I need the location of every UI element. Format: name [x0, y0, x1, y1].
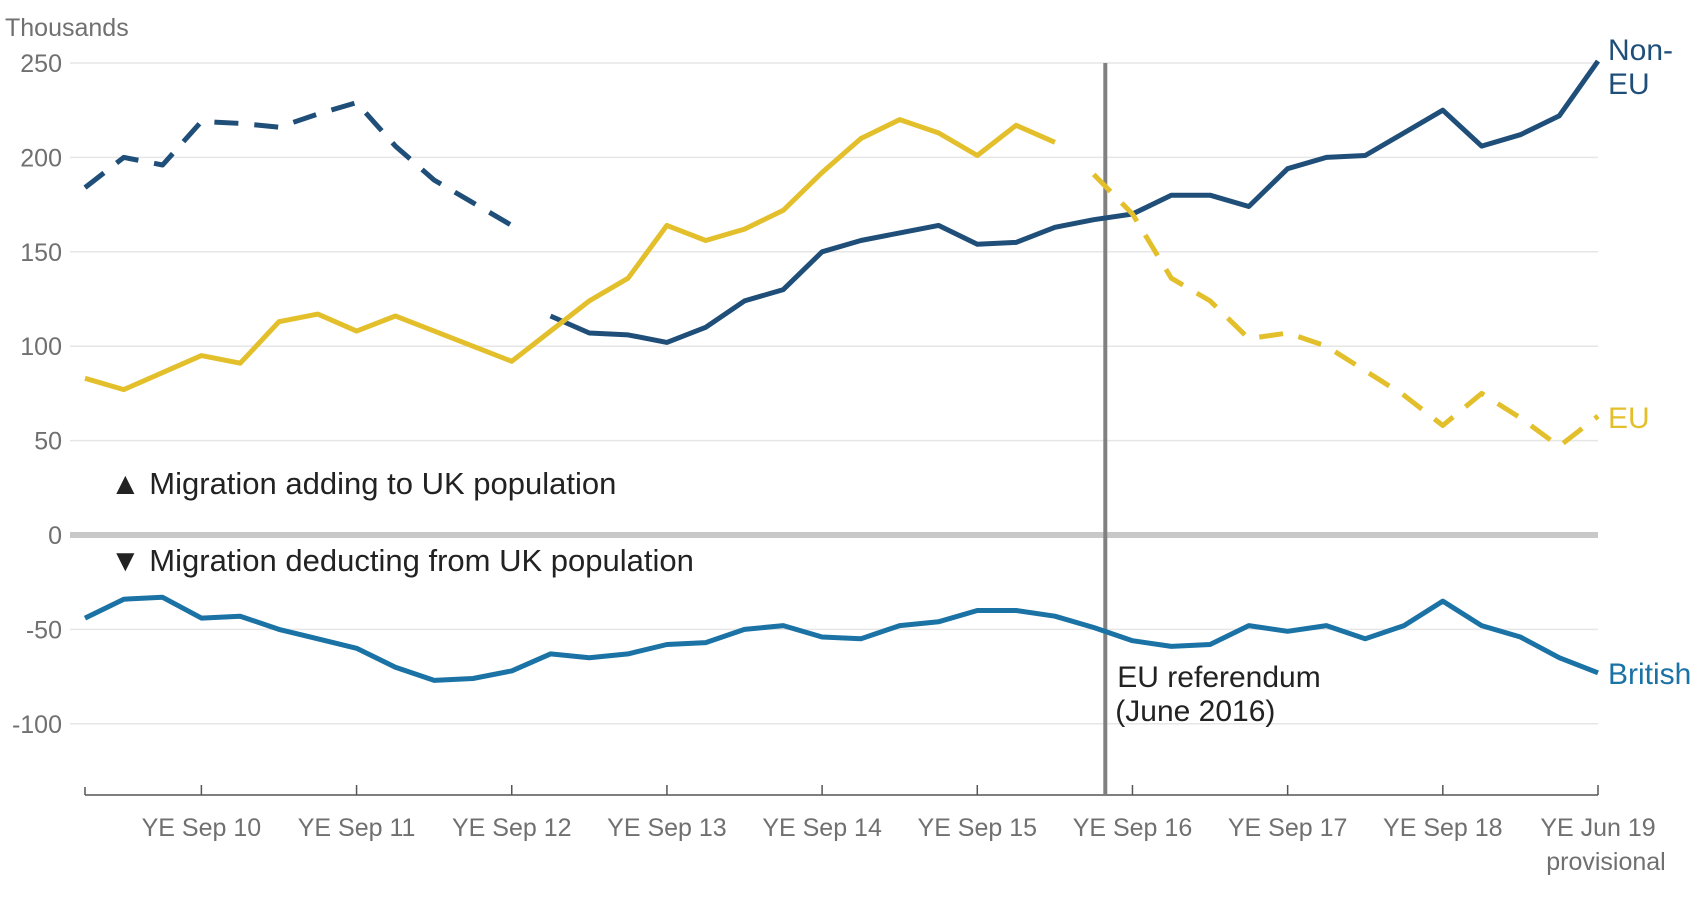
series-line-eu-dashed — [1091, 172, 1600, 449]
y-tick-label-200: 200 — [20, 144, 62, 172]
x-tick-label-3: YE Sep 13 — [607, 814, 727, 842]
reference-label-line2: (June 2016) — [1115, 695, 1275, 728]
y-axis-unit-label: Thousands — [5, 14, 129, 42]
x-tick-label-6: YE Sep 16 — [1073, 814, 1193, 842]
x-tick-label-5: YE Sep 15 — [918, 814, 1038, 842]
series-line-british — [83, 594, 1599, 683]
x-tick-label-7: YE Sep 17 — [1228, 814, 1348, 842]
y-tick-label-250: 250 — [20, 50, 62, 78]
series-line-non-eu — [549, 59, 1601, 345]
x-tick-sublabel-9: provisional — [1546, 848, 1666, 876]
x-tick-label-0: YE Sep 10 — [142, 814, 262, 842]
x-tick-label-1: YE Sep 11 — [298, 814, 416, 842]
eu-referendum-marker: EU referendum(June 2016) — [1103, 63, 1321, 795]
series-label-eu: EU — [1608, 402, 1650, 435]
gridlines — [70, 62, 1598, 725]
series-label-british: British — [1608, 658, 1691, 691]
series-line-eu — [84, 117, 1056, 393]
annotation-deducting: ▼ Migration deducting from UK population — [110, 543, 694, 578]
y-tick-label-0: 0 — [48, 522, 62, 550]
x-axis: YE Sep 10 YE Sep 11 YE Sep 12 YE Sep 13 YE S… — [84, 785, 1666, 876]
series-label-non-eu-line1: Non- — [1608, 34, 1673, 67]
series-lines — [83, 59, 1601, 683]
annotations: ▲ Migration adding to UK population ▼ Mi… — [110, 466, 694, 578]
y-axis-ticks: 250 200 150 100 50 0 -50 -100 — [12, 50, 62, 739]
y-tick-label-100: 100 — [20, 333, 62, 361]
annotation-adding: ▲ Migration adding to UK population — [110, 466, 616, 501]
reference-label-line1: EU referendum — [1117, 661, 1320, 694]
y-tick-label--50: -50 — [26, 616, 62, 644]
x-tick-label-8: YE Sep 18 — [1383, 814, 1503, 842]
series-label-non-eu-line2: EU — [1608, 68, 1650, 101]
series-line-non-eu-dashed — [83, 100, 513, 228]
y-tick-label-150: 150 — [20, 239, 62, 267]
x-tick-label-2: YE Sep 12 — [452, 814, 572, 842]
y-tick-label-50: 50 — [34, 428, 62, 456]
x-tick-label-4: YE Sep 14 — [762, 814, 882, 842]
x-tick-label-9: YE Jun 19 — [1540, 814, 1655, 842]
y-tick-label--100: -100 — [12, 711, 62, 739]
series-labels: Non- EU EU British — [1608, 34, 1691, 691]
